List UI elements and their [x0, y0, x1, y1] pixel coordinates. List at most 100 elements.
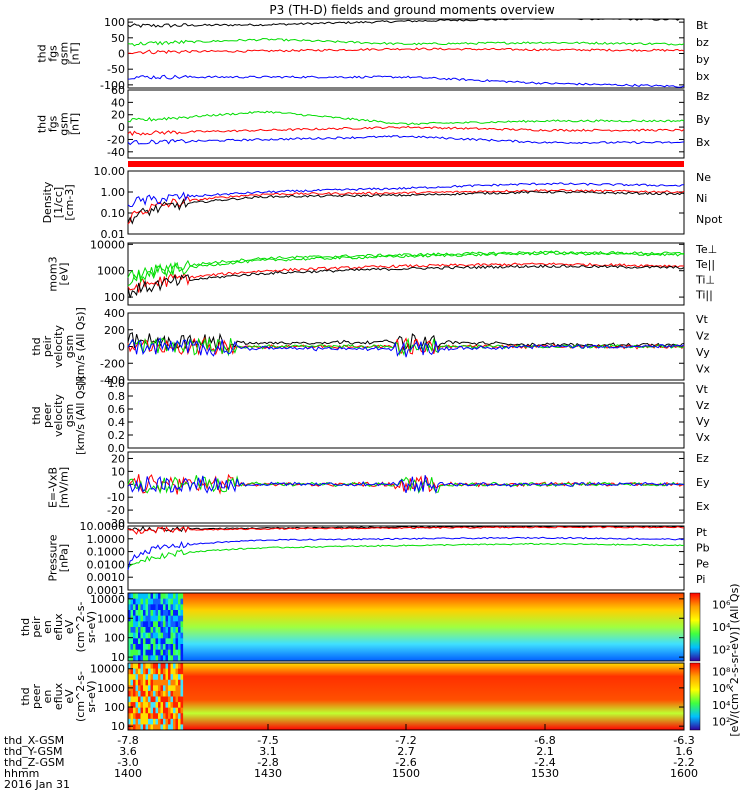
spectrogram-cell [135, 696, 139, 703]
spectrogram-cell [130, 627, 134, 634]
spectrogram-cell [148, 685, 151, 692]
series-line-Vt [127, 332, 685, 353]
spectrogram-cell [153, 627, 156, 634]
spectrogram-cell [143, 685, 146, 692]
spectrogram-cell [130, 610, 134, 617]
spectrogram-cell [178, 696, 181, 703]
y-tick-label: 0 [118, 48, 125, 61]
spectrogram-cell [173, 713, 176, 720]
spectrogram-cell [128, 690, 131, 697]
spectrogram-cell [143, 615, 146, 622]
y-axis-label: [1/cc] [52, 187, 65, 218]
spectrogram-cell [173, 696, 176, 703]
y-axis-label: en [41, 690, 54, 704]
spectrogram-cell [133, 663, 136, 670]
spectrogram-cell [150, 621, 154, 628]
spectrogram-cell [155, 679, 159, 686]
spectrogram-cell [180, 638, 184, 645]
legend-entry: Ti⊥ [695, 273, 715, 286]
spectrogram-cell [160, 690, 164, 697]
y-axis-label: thd [19, 687, 32, 705]
spectrogram-cell [150, 696, 154, 703]
spectrogram-cell [133, 696, 136, 703]
spectrogram-cell [150, 663, 154, 670]
spectrogram-cell [138, 690, 141, 697]
spectrogram-cell [133, 627, 136, 634]
spectrogram-cell [145, 724, 149, 731]
spectrogram-cell [138, 644, 141, 651]
spectrogram-cell [143, 696, 146, 703]
spectrogram-cell [135, 663, 139, 670]
y-tick-label: 1.00 [101, 186, 126, 199]
x-tick-label: 1600 [670, 767, 698, 780]
spectrogram-cell [153, 685, 156, 692]
spectrogram-cell [150, 707, 154, 714]
legend-entry: Pb [696, 542, 710, 555]
spectrogram-cell [130, 632, 134, 639]
spectrogram-cell [133, 593, 136, 600]
spectrogram-cell [128, 610, 131, 617]
spectrogram-cell [138, 604, 141, 611]
spectrogram-cell [165, 690, 169, 697]
spectrogram-cell [173, 724, 176, 731]
spectrogram-cell [163, 638, 166, 645]
y-axis-label: E=-VxB [47, 467, 60, 508]
spectrogram-cell [173, 649, 176, 656]
spectrogram-cell [163, 713, 166, 720]
spectrogram-cell [160, 610, 164, 617]
spectrogram-cell [175, 644, 179, 651]
legend-entry: Vt [696, 313, 709, 326]
y-axis-label: sr-eV) [85, 611, 98, 643]
spectrogram-cell [128, 655, 131, 662]
spectrogram-image [183, 663, 684, 730]
spectrogram-cell [138, 598, 141, 605]
y-tick-label: 0.0010 [87, 571, 126, 584]
spectrogram-cell [158, 685, 161, 692]
spectrogram-cell [158, 668, 161, 675]
spectrogram-cell [135, 707, 139, 714]
spectrogram-cell [165, 696, 169, 703]
spectrogram-cell [170, 668, 174, 675]
spectrogram-cell [133, 674, 136, 681]
spectrogram-cell [128, 604, 131, 611]
spectrogram-cell [143, 610, 146, 617]
spectrogram-cell [178, 638, 181, 645]
spectrogram-cell [128, 707, 131, 714]
spectrogram-cell [178, 713, 181, 720]
spectrogram-cell [153, 718, 156, 725]
spectrogram-cell [175, 724, 179, 731]
spectrogram-cell [135, 610, 139, 617]
legend-entry: Vy [696, 346, 710, 359]
spectrogram-cell [158, 598, 161, 605]
spectrogram-cell [163, 593, 166, 600]
spectrogram-cell [135, 632, 139, 639]
y-tick-label: 0.6 [108, 403, 126, 416]
spectrogram-cell [135, 679, 139, 686]
y-tick-label: 0.01 [101, 228, 126, 241]
spectrogram-cell [150, 685, 154, 692]
y-tick-label: 10 [111, 720, 125, 733]
y-tick-label: 0.1000 [87, 546, 126, 559]
spectrogram-cell [165, 679, 169, 686]
spectrogram-cell [163, 663, 166, 670]
spectrogram-cell [128, 627, 131, 634]
spectrogram-cell [180, 674, 184, 681]
legend-entry: Ex [696, 500, 710, 513]
spectrogram-cell [133, 598, 136, 605]
spectrogram-cell [145, 632, 149, 639]
spectrogram-cell [148, 702, 151, 709]
y-tick-label: 10000 [90, 663, 125, 676]
spectrogram-cell [140, 593, 144, 600]
spectrogram-cell [175, 713, 179, 720]
spectrogram-cell [128, 638, 131, 645]
spectrogram-cell [165, 685, 169, 692]
x-tick-label: -6.8 [534, 734, 555, 747]
spectrogram-cell [140, 638, 144, 645]
spectrogram-cell [170, 610, 174, 617]
spectrogram-cell [155, 668, 159, 675]
y-tick-label: 10.0000 [80, 520, 126, 533]
spectrogram-cell [150, 668, 154, 675]
y-axis-label: eflux [52, 682, 65, 710]
spectrogram-cell [158, 632, 161, 639]
